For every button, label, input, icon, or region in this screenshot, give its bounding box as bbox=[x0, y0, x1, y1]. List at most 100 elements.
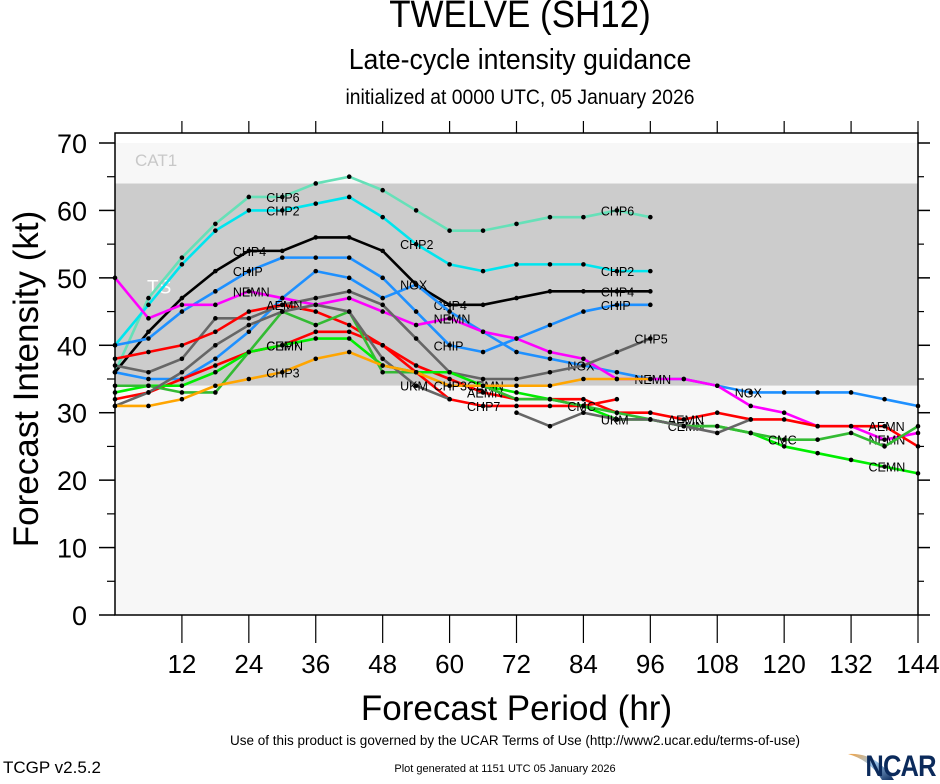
series-label-chp3: CHP3 bbox=[266, 366, 299, 380]
band-label-cat1: CAT1 bbox=[135, 151, 177, 170]
data-point-chip bbox=[648, 302, 653, 308]
data-point-chp3 bbox=[346, 349, 352, 355]
y-tick-label: 0 bbox=[72, 601, 87, 631]
series-label-chp4: CHP4 bbox=[434, 299, 467, 313]
data-point-chip bbox=[213, 289, 218, 294]
data-point-ngx bbox=[213, 356, 218, 362]
data-point-chp6 bbox=[581, 214, 586, 220]
y-tick-label: 20 bbox=[57, 466, 87, 496]
series-chp2: CHP2 CHP2 CHP2 bbox=[112, 194, 653, 348]
data-point-chp4 bbox=[447, 302, 452, 308]
data-point-cemn bbox=[514, 390, 519, 395]
data-point-aemn bbox=[681, 417, 687, 422]
data-point-cemn bbox=[815, 450, 820, 456]
data-point-aemn bbox=[413, 363, 419, 368]
data-point-ukm bbox=[748, 417, 754, 422]
data-point-ukm bbox=[279, 309, 285, 314]
series-label-chp2: CHP2 bbox=[266, 204, 299, 218]
series-chip: CHIP CHIP CHIP bbox=[112, 255, 653, 355]
data-point-chp6 bbox=[346, 174, 352, 180]
series-chp3: CHP3 CHP3 bbox=[112, 349, 653, 409]
data-point-nemn bbox=[681, 376, 687, 382]
data-point-chp3 bbox=[648, 376, 653, 382]
data-point-chp2 bbox=[480, 268, 486, 274]
data-point-chp6 bbox=[213, 221, 218, 227]
data-point-aemn bbox=[781, 417, 787, 422]
data-point-cemn bbox=[213, 369, 218, 375]
series-label-cemn: CEMN bbox=[869, 461, 906, 475]
data-point-aemn bbox=[815, 423, 820, 429]
data-point-chp5 bbox=[346, 289, 352, 294]
data-point-chp7 bbox=[213, 363, 218, 368]
band-below-ts bbox=[115, 385, 918, 615]
series-label-chp6: CHP6 bbox=[266, 191, 299, 205]
data-point-chp5 bbox=[246, 316, 252, 321]
data-point-nemn bbox=[480, 329, 486, 335]
y-tick-label: 60 bbox=[57, 196, 87, 226]
series-label-nemn: NEMN bbox=[634, 373, 671, 387]
data-point-chp6 bbox=[380, 187, 385, 193]
series-label-chp5: CHP5 bbox=[634, 333, 667, 347]
series-label-chp7: CHP7 bbox=[467, 400, 500, 414]
data-point-chp6 bbox=[648, 214, 653, 220]
y-tick-label: 50 bbox=[57, 264, 87, 294]
data-point-chp3 bbox=[179, 396, 185, 402]
series-line-cmc bbox=[115, 310, 417, 394]
x-axis-label: Forecast Period (hr) bbox=[361, 689, 672, 728]
x-tick-label: 24 bbox=[234, 649, 263, 679]
series-line-ukm bbox=[516, 411, 752, 435]
data-point-chip bbox=[380, 275, 385, 281]
data-point-nemn bbox=[279, 295, 285, 301]
data-point-nemn bbox=[346, 295, 352, 301]
data-point-chp3 bbox=[213, 383, 218, 389]
series-label-chp6: CHP6 bbox=[601, 204, 634, 218]
data-point-chp7 bbox=[614, 396, 620, 402]
data-point-ukm bbox=[714, 430, 720, 436]
data-point-chp2 bbox=[179, 262, 185, 267]
data-point-ngx bbox=[882, 396, 887, 402]
y-tick-label: 10 bbox=[57, 534, 87, 564]
series-label-chp2: CHP2 bbox=[601, 265, 634, 279]
data-point-chp7 bbox=[179, 376, 185, 382]
data-point-chp3 bbox=[447, 383, 452, 389]
data-point-chp5 bbox=[480, 376, 486, 382]
data-point-chip bbox=[547, 322, 553, 328]
data-point-chp5 bbox=[514, 376, 519, 382]
data-point-chp4 bbox=[313, 235, 319, 240]
data-point-chip bbox=[246, 268, 252, 274]
data-point-chp2 bbox=[313, 201, 319, 206]
x-tick-label: 84 bbox=[569, 649, 598, 679]
data-point-chp6 bbox=[413, 208, 419, 213]
data-point-aemn bbox=[146, 349, 151, 355]
data-point-ngx bbox=[614, 369, 620, 375]
data-point-chp2 bbox=[213, 228, 218, 233]
data-point-ukm bbox=[179, 369, 185, 375]
data-point-ngx bbox=[146, 376, 151, 382]
data-point-chp2 bbox=[413, 241, 419, 247]
data-point-aemn bbox=[480, 390, 486, 395]
data-point-ukm bbox=[413, 383, 419, 389]
data-point-cmc bbox=[781, 437, 787, 442]
data-point-ukm bbox=[581, 410, 586, 416]
band-cat1 bbox=[115, 143, 918, 184]
data-point-ukm bbox=[213, 342, 218, 348]
data-point-chp2 bbox=[447, 262, 452, 267]
data-point-nemn bbox=[447, 316, 452, 321]
data-point-aemn bbox=[714, 410, 720, 416]
series-label-chip: CHIP bbox=[233, 265, 263, 279]
data-point-ngx bbox=[514, 349, 519, 355]
series-label-ukm: UKM bbox=[601, 413, 629, 427]
data-point-chp4 bbox=[279, 248, 285, 254]
data-point-ngx bbox=[815, 390, 820, 395]
data-point-aemn bbox=[848, 423, 854, 429]
data-point-aemn bbox=[447, 376, 452, 382]
data-point-chp2 bbox=[380, 214, 385, 220]
chart-title: TWELVE (SH12) bbox=[389, 0, 651, 36]
data-point-cmc bbox=[514, 396, 519, 402]
data-point-nemn bbox=[882, 437, 887, 442]
data-point-chp6 bbox=[246, 194, 252, 200]
data-point-chip bbox=[447, 342, 452, 348]
data-point-ukm bbox=[648, 417, 653, 422]
data-point-ukm bbox=[614, 417, 620, 422]
series-label-chp4: CHP4 bbox=[233, 245, 266, 259]
